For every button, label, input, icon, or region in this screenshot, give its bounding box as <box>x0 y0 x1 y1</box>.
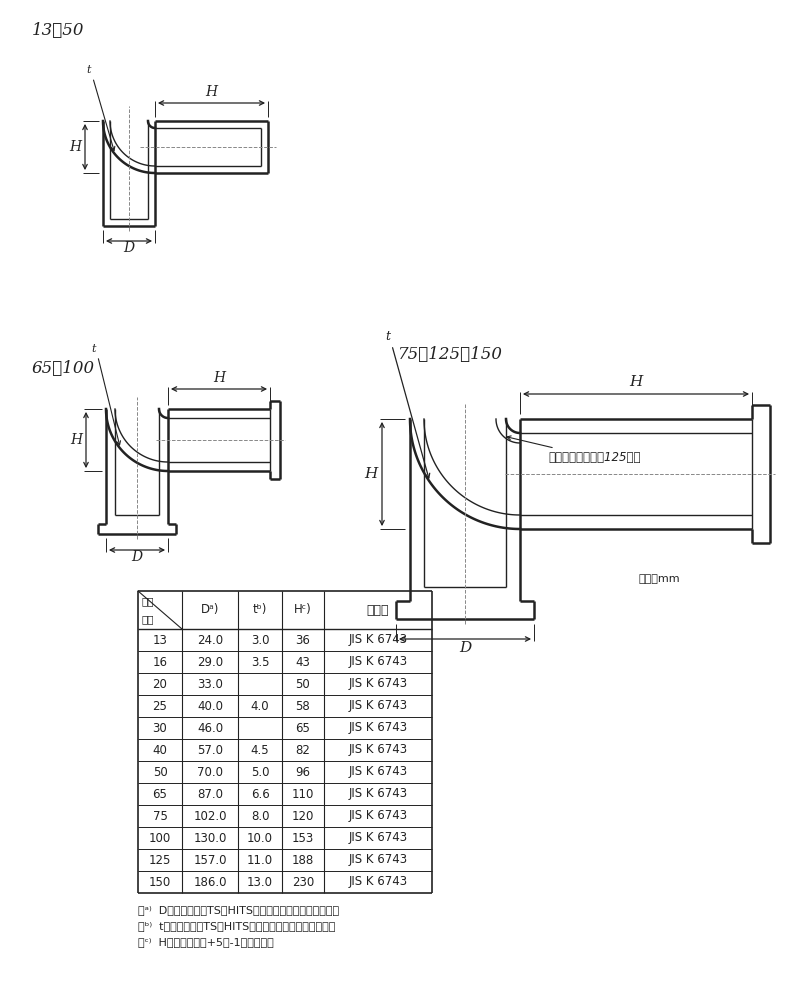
Text: 50: 50 <box>153 765 167 778</box>
Text: 102.0: 102.0 <box>194 809 226 822</box>
Text: t: t <box>91 344 96 354</box>
Text: 58: 58 <box>296 699 310 712</box>
Text: 記号: 記号 <box>141 596 154 606</box>
Text: 注ᵃ⁾  Dの許容差は、TS・HITS継手受口共通寸法図による。: 注ᵃ⁾ Dの許容差は、TS・HITS継手受口共通寸法図による。 <box>138 905 339 915</box>
Text: 230: 230 <box>292 875 314 888</box>
Text: 13～50: 13～50 <box>32 23 85 40</box>
Text: 150: 150 <box>149 875 171 888</box>
Text: 46.0: 46.0 <box>197 721 223 734</box>
Text: 57.0: 57.0 <box>197 743 223 756</box>
Text: JIS K 6743: JIS K 6743 <box>349 831 407 844</box>
Text: 29.0: 29.0 <box>197 655 223 668</box>
Text: H: H <box>630 375 642 389</box>
Text: JIS K 6743: JIS K 6743 <box>349 853 407 866</box>
Text: 13.0: 13.0 <box>247 875 273 888</box>
Text: 5.0: 5.0 <box>250 765 270 778</box>
Text: 65・100: 65・100 <box>32 361 95 378</box>
Text: 120: 120 <box>292 809 314 822</box>
Text: 30: 30 <box>153 721 167 734</box>
Text: H: H <box>70 433 82 447</box>
Text: 157.0: 157.0 <box>194 853 226 866</box>
Text: 4.5: 4.5 <box>250 743 270 756</box>
Text: 153: 153 <box>292 831 314 844</box>
Text: 16: 16 <box>153 655 167 668</box>
Text: JIS K 6743: JIS K 6743 <box>349 721 407 734</box>
Text: JIS K 6743: JIS K 6743 <box>349 787 407 800</box>
Text: コーナーリブは、125のみ: コーナーリブは、125のみ <box>507 436 641 464</box>
Text: 100: 100 <box>149 831 171 844</box>
Text: JIS K 6743: JIS K 6743 <box>349 809 407 822</box>
Text: 11.0: 11.0 <box>247 853 273 866</box>
Text: 13: 13 <box>153 633 167 646</box>
Text: 単位：mm: 単位：mm <box>638 574 680 584</box>
Text: 3.5: 3.5 <box>250 655 270 668</box>
Text: 125: 125 <box>149 853 171 866</box>
Text: tᵇ): tᵇ) <box>253 603 267 616</box>
Text: 186.0: 186.0 <box>194 875 226 888</box>
Text: 8.0: 8.0 <box>250 809 270 822</box>
Text: 3.0: 3.0 <box>250 633 270 646</box>
Text: 20: 20 <box>153 677 167 690</box>
Text: 4.0: 4.0 <box>250 699 270 712</box>
Text: 65: 65 <box>295 721 310 734</box>
Text: H: H <box>213 371 225 385</box>
Text: JIS K 6743: JIS K 6743 <box>349 633 407 646</box>
Text: 110: 110 <box>292 787 314 800</box>
Text: 33.0: 33.0 <box>197 677 223 690</box>
Text: 87.0: 87.0 <box>197 787 223 800</box>
Text: 40.0: 40.0 <box>197 699 223 712</box>
Text: 43: 43 <box>295 655 310 668</box>
Text: JIS K 6743: JIS K 6743 <box>349 677 407 690</box>
Text: 10.0: 10.0 <box>247 831 273 844</box>
Text: Dᵃ): Dᵃ) <box>201 603 219 616</box>
Text: 注ᵇ⁾  tの許容差は、TS・HITS継手受口共通寸法図による。: 注ᵇ⁾ tの許容差は、TS・HITS継手受口共通寸法図による。 <box>138 921 335 931</box>
Text: Hᶜ): Hᶜ) <box>294 603 312 616</box>
Text: 75・125・150: 75・125・150 <box>398 346 503 363</box>
Text: 呼径: 呼径 <box>142 614 154 624</box>
Text: D: D <box>459 641 471 655</box>
Text: D: D <box>123 241 134 255</box>
Text: 規　格: 規 格 <box>366 603 390 616</box>
Text: t: t <box>86 65 90 75</box>
Text: 75: 75 <box>153 809 167 822</box>
Text: 40: 40 <box>153 743 167 756</box>
Text: H: H <box>69 140 81 154</box>
Text: JIS K 6743: JIS K 6743 <box>349 699 407 712</box>
Text: 96: 96 <box>295 765 310 778</box>
Text: 6.6: 6.6 <box>250 787 270 800</box>
Text: 188: 188 <box>292 853 314 866</box>
Text: JIS K 6743: JIS K 6743 <box>349 765 407 778</box>
Text: t: t <box>385 330 390 343</box>
Text: JIS K 6743: JIS K 6743 <box>349 655 407 668</box>
Text: JIS K 6743: JIS K 6743 <box>349 743 407 756</box>
Text: 130.0: 130.0 <box>194 831 226 844</box>
Text: D: D <box>131 550 142 564</box>
Text: 24.0: 24.0 <box>197 633 223 646</box>
Text: 注ᶜ⁾  Hの許容差は、+5／-1㎜とする。: 注ᶜ⁾ Hの許容差は、+5／-1㎜とする。 <box>138 937 274 947</box>
Text: H: H <box>206 85 218 99</box>
Text: JIS K 6743: JIS K 6743 <box>349 875 407 888</box>
Text: 82: 82 <box>295 743 310 756</box>
Text: 36: 36 <box>295 633 310 646</box>
Text: 50: 50 <box>296 677 310 690</box>
Text: 70.0: 70.0 <box>197 765 223 778</box>
Text: 25: 25 <box>153 699 167 712</box>
Text: H: H <box>364 467 377 481</box>
Text: 65: 65 <box>153 787 167 800</box>
